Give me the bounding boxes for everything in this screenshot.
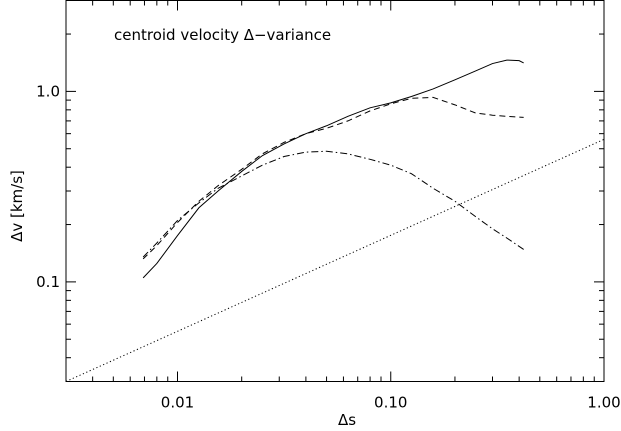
y-tick-label: 1.0	[36, 82, 60, 100]
series-line-solid	[142, 59, 524, 279]
x-tick-label: 1.00	[587, 394, 620, 412]
series-line-dash-dot	[142, 150, 524, 258]
series-layer	[65, 59, 605, 382]
series-line-dashed	[142, 96, 524, 260]
labels-layer: centroid velocity Δ−variance Δs Δv [km/s…	[8, 26, 356, 429]
series-line-dotted	[65, 138, 605, 382]
x-axis-label: Δs	[338, 411, 356, 429]
x-tick-label: 0.10	[374, 394, 407, 412]
x-tick-label: 0.01	[161, 394, 194, 412]
y-axis-label: Δv [km/s]	[8, 170, 26, 242]
ticks-layer: 0.01 0.10 1.00 0.1 1.0	[36, 0, 621, 412]
y-tick-label: 0.1	[36, 273, 60, 291]
plot-frame	[65, 0, 605, 382]
chart-title: centroid velocity Δ−variance	[114, 26, 331, 44]
